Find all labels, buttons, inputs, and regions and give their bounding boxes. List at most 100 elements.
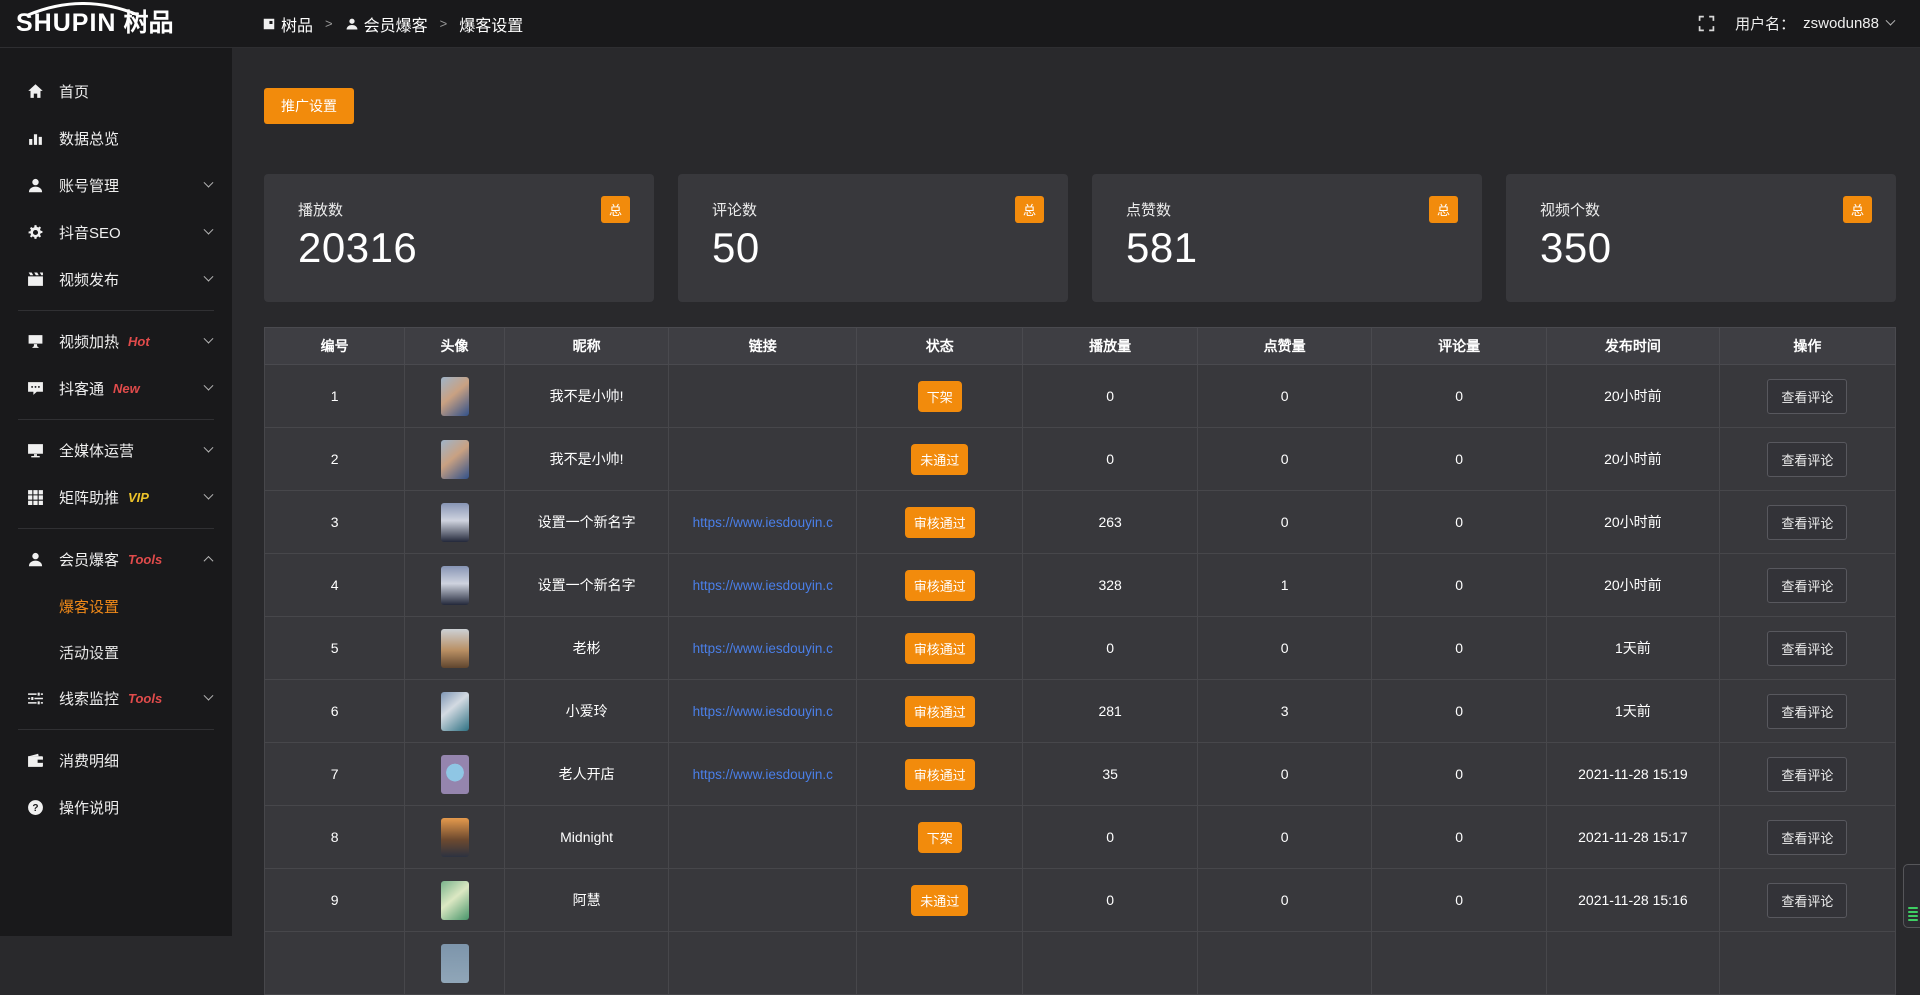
view-comments-button[interactable]: 查看评论: [1767, 442, 1847, 477]
sidebar-item-数据总览[interactable]: 数据总览: [0, 115, 232, 162]
breadcrumb-label: 爆客设置: [459, 12, 523, 36]
cell-action: 查看评论: [1719, 491, 1895, 554]
view-comments-button[interactable]: 查看评论: [1767, 631, 1847, 666]
sidebar-item-全媒体运营[interactable]: 全媒体运营: [0, 427, 232, 474]
cell-avatar: [405, 428, 504, 491]
sidebar-subitem-爆客设置[interactable]: 爆客设置: [0, 583, 232, 629]
video-link[interactable]: https://www.iesdouyin.c: [669, 704, 856, 719]
topbar-right: 用户名：zswodun88: [1698, 13, 1920, 34]
logo-arc: [24, 2, 142, 16]
user-menu[interactable]: 用户名：zswodun88: [1735, 13, 1894, 34]
stat-card-label: 点赞数: [1126, 199, 1458, 220]
view-comments-button[interactable]: 查看评论: [1767, 694, 1847, 729]
sidebar-divider: [18, 528, 214, 529]
status-badge[interactable]: 下架: [918, 381, 962, 412]
clapperboard-icon: [26, 271, 44, 288]
stat-card-value: 581: [1126, 224, 1458, 272]
breadcrumb-item[interactable]: 会员爆客: [345, 12, 428, 36]
sidebar-item-首页[interactable]: 首页: [0, 68, 232, 115]
view-comments-button[interactable]: 查看评论: [1767, 568, 1847, 603]
cell-nickname: 设置一个新名字: [504, 554, 669, 617]
stat-card-total-badge: 总: [1015, 196, 1044, 223]
cell-comments: 0: [1372, 743, 1547, 806]
cell-nickname: 我不是小帅!: [504, 365, 669, 428]
sidebar-item-账号管理[interactable]: 账号管理: [0, 162, 232, 209]
fullscreen-icon[interactable]: [1698, 15, 1715, 32]
status-badge[interactable]: 审核通过: [905, 507, 975, 538]
avatar: [441, 440, 469, 479]
cell: [1719, 932, 1895, 995]
user-icon: [26, 177, 44, 194]
breadcrumb-label: 会员爆客: [364, 12, 428, 36]
video-link[interactable]: https://www.iesdouyin.c: [669, 641, 856, 656]
cell-nickname: 设置一个新名字: [504, 491, 669, 554]
video-link[interactable]: https://www.iesdouyin.c: [669, 578, 856, 593]
cell-action: 查看评论: [1719, 680, 1895, 743]
cell-publish-time: 2021-11-28 15:19: [1546, 743, 1719, 806]
cell-action: 查看评论: [1719, 554, 1895, 617]
stat-card-label: 播放数: [298, 199, 630, 220]
sidebar-item-tag: VIP: [128, 490, 149, 505]
table-header-row: 编号头像昵称链接状态播放量点赞量评论量发布时间操作: [265, 328, 1896, 365]
column-header-点赞量: 点赞量: [1197, 328, 1372, 365]
monitor-icon: [26, 442, 44, 459]
sidebar-item-tag: Hot: [128, 334, 150, 349]
app-square-icon: [262, 17, 276, 31]
cell-status: 下架: [857, 806, 1023, 869]
cell-avatar: [405, 869, 504, 932]
breadcrumb-item[interactable]: 树品: [262, 12, 313, 36]
gear-icon: [26, 224, 44, 241]
cell-plays: 0: [1023, 806, 1198, 869]
column-header-播放量: 播放量: [1023, 328, 1198, 365]
status-badge[interactable]: 审核通过: [905, 570, 975, 601]
sidebar-item-消费明细[interactable]: 消费明细: [0, 737, 232, 784]
cell-publish-time: 20小时前: [1546, 491, 1719, 554]
sidebar-item-tag: Tools: [128, 552, 162, 567]
cell-link: https://www.iesdouyin.c: [669, 554, 857, 617]
floating-widget[interactable]: [1903, 864, 1920, 928]
view-comments-button[interactable]: 查看评论: [1767, 505, 1847, 540]
status-badge[interactable]: 审核通过: [905, 696, 975, 727]
chevron-down-icon: [204, 272, 214, 282]
status-badge[interactable]: 未通过: [911, 885, 968, 916]
sidebar-item-抖音SEO[interactable]: 抖音SEO: [0, 209, 232, 256]
status-badge[interactable]: 审核通过: [905, 759, 975, 790]
sidebar-item-视频发布[interactable]: 视频发布: [0, 256, 232, 303]
cell-likes: 3: [1197, 680, 1372, 743]
cell: [1372, 932, 1547, 995]
cell-publish-time: 2021-11-28 15:17: [1546, 806, 1719, 869]
cell: [504, 932, 669, 995]
sidebar-item-label: 会员爆客: [59, 549, 119, 570]
cell-comments: 0: [1372, 617, 1547, 680]
status-badge[interactable]: 未通过: [911, 444, 968, 475]
sidebar-item-操作说明[interactable]: ?操作说明: [0, 784, 232, 831]
video-link[interactable]: https://www.iesdouyin.c: [669, 515, 856, 530]
sidebar-subitem-活动设置[interactable]: 活动设置: [0, 629, 232, 675]
view-comments-button[interactable]: 查看评论: [1767, 883, 1847, 918]
stat-card-total-badge: 总: [1843, 196, 1872, 223]
promo-settings-button[interactable]: 推广设置: [264, 88, 354, 124]
sidebar-item-会员爆客[interactable]: 会员爆客 Tools: [0, 536, 232, 583]
status-badge[interactable]: 审核通过: [905, 633, 975, 664]
cell-likes: 0: [1197, 491, 1372, 554]
sidebar-item-label: 抖客通: [59, 378, 104, 399]
cell-nickname: 阿慧: [504, 869, 669, 932]
cell-action: 查看评论: [1719, 743, 1895, 806]
view-comments-button[interactable]: 查看评论: [1767, 820, 1847, 855]
sidebar-item-label: 操作说明: [59, 797, 119, 818]
view-comments-button[interactable]: 查看评论: [1767, 757, 1847, 792]
cell-id: 8: [265, 806, 405, 869]
cell-likes: 0: [1197, 428, 1372, 491]
widget-bar: [1908, 911, 1918, 913]
cell-id: 5: [265, 617, 405, 680]
view-comments-button[interactable]: 查看评论: [1767, 379, 1847, 414]
video-link[interactable]: https://www.iesdouyin.c: [669, 767, 856, 782]
status-badge[interactable]: 下架: [918, 822, 962, 853]
cell-plays: 0: [1023, 617, 1198, 680]
